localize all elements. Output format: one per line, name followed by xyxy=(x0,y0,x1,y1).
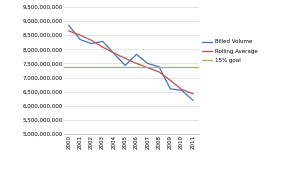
Line: Billed Volume: Billed Volume xyxy=(69,25,193,100)
Rolling Average xyxy=(112,52,116,54)
Rolling Average xyxy=(157,71,161,73)
Rolling Average xyxy=(191,93,195,95)
Rolling Average xyxy=(168,79,172,82)
Rolling Average xyxy=(101,46,104,48)
Billed Volume xyxy=(135,53,138,55)
Billed Volume xyxy=(112,52,116,55)
Billed Volume xyxy=(90,43,93,45)
Line: Rolling Average: Rolling Average xyxy=(69,31,193,94)
Billed Volume xyxy=(180,89,183,91)
Billed Volume xyxy=(78,38,82,40)
Billed Volume xyxy=(157,66,161,68)
Billed Volume xyxy=(124,64,127,66)
Rolling Average xyxy=(146,67,150,69)
Billed Volume xyxy=(101,40,104,42)
Rolling Average xyxy=(90,39,93,41)
Billed Volume xyxy=(168,88,172,90)
Rolling Average xyxy=(78,34,82,36)
Rolling Average xyxy=(180,88,183,90)
Rolling Average xyxy=(124,57,127,59)
Legend: Billed Volume, Rolling Average, 15% goal: Billed Volume, Rolling Average, 15% goal xyxy=(201,38,258,64)
Billed Volume xyxy=(146,62,150,64)
Rolling Average xyxy=(135,62,138,64)
Billed Volume xyxy=(67,24,70,26)
Rolling Average xyxy=(67,30,70,32)
Billed Volume xyxy=(191,99,195,101)
